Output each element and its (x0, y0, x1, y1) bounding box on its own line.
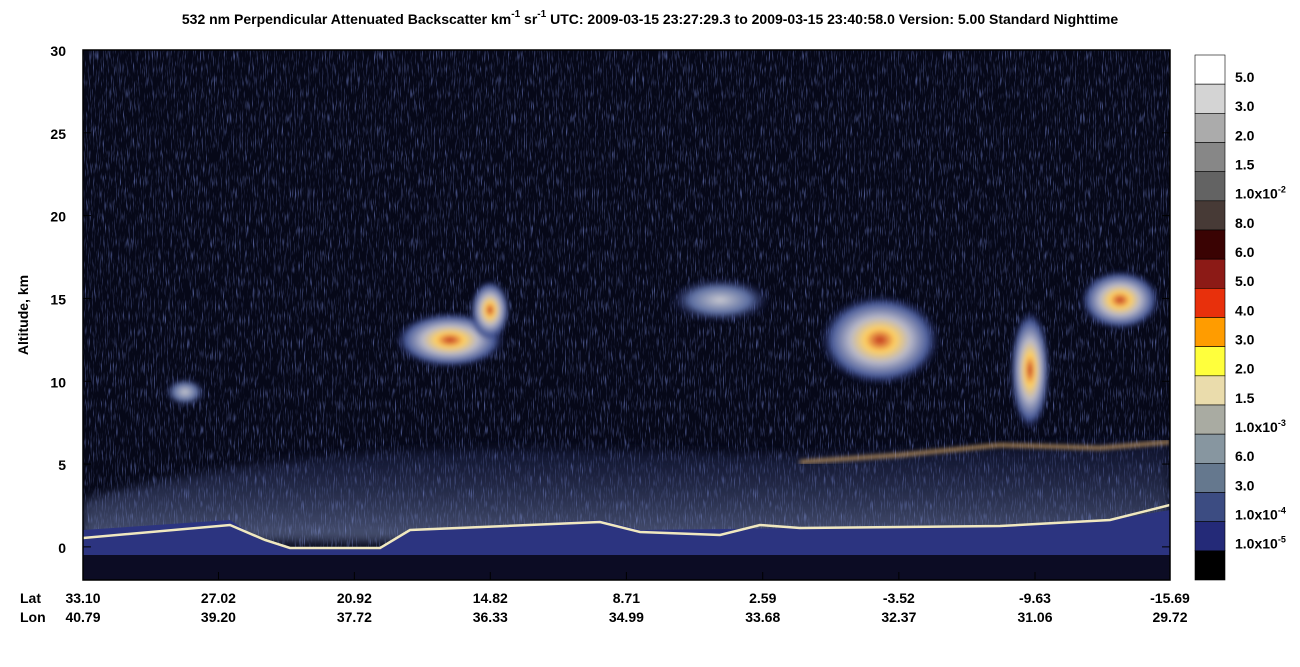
colorbar-box (1194, 550, 1226, 581)
title-part: sr (520, 11, 538, 27)
colorbar-label-text: 1.0x10 (1235, 507, 1278, 523)
y-tick-label: 10 (50, 374, 66, 390)
colorbar-label-text: 1.5 (1235, 390, 1255, 406)
lat-tick-label: 2.59 (749, 590, 776, 606)
colorbar-box (1194, 346, 1226, 377)
lon-tick-label: 40.79 (65, 609, 100, 625)
colorbar-box (1194, 171, 1226, 202)
colorbar-label-text: 1.0x10 (1235, 419, 1278, 435)
y-axis-label: Altitude, km (15, 275, 31, 355)
colorbar-label: 1.0x10-5 (1235, 535, 1286, 552)
lon-tick-label: 34.99 (609, 609, 644, 625)
lon-tick-label: 32.37 (881, 609, 916, 625)
y-tick-label: 30 (50, 43, 66, 59)
colorbar-label: 1.0x10-3 (1235, 418, 1286, 435)
colorbar-label-text: 5.0 (1235, 273, 1255, 289)
colorbar-label: 3.0 (1235, 98, 1255, 114)
colorbar-label: 6.0 (1235, 244, 1255, 260)
colorbar-label-text: 5.0 (1235, 69, 1255, 85)
lat-tick-label: -3.52 (883, 590, 915, 606)
colorbar-label: 1.5 (1235, 390, 1255, 406)
y-tick-label: 0 (58, 540, 66, 556)
colorbar-label-text: 3.0 (1235, 98, 1255, 114)
colorbar-label: 8.0 (1235, 215, 1255, 231)
x-row-label: Lat (20, 590, 41, 606)
lat-tick-label: 20.92 (337, 590, 372, 606)
lat-tick-label: -15.69 (1150, 590, 1190, 606)
colorbar-label: 1.0x10-2 (1235, 185, 1286, 202)
colorbar-label: 6.0 (1235, 448, 1255, 464)
colorbar-box (1194, 375, 1226, 406)
colorbar-box (1194, 288, 1226, 318)
colorbar-label: 1.5 (1235, 157, 1255, 173)
colorbar-box (1194, 142, 1226, 172)
colorbar-label-exp: -2 (1278, 185, 1286, 195)
colorbar-label-exp: -3 (1278, 418, 1286, 428)
colorbar-box (1194, 200, 1226, 231)
colorbar-label: 4.0 (1235, 302, 1255, 318)
lat-tick-label: 27.02 (201, 590, 236, 606)
colorbar-label: 1.0x10-4 (1235, 506, 1286, 523)
colorbar-box (1194, 317, 1226, 347)
colorbar-label-text: 1.0x10 (1235, 186, 1278, 202)
colorbar-label-text: 2.0 (1235, 127, 1255, 143)
title-part: UTC: 2009-03-15 23:27:29.3 to 2009-03-15… (546, 11, 1118, 27)
y-tick-label: 25 (50, 126, 66, 142)
title-superscript: -1 (537, 9, 546, 20)
colorbar-box (1194, 229, 1226, 260)
colorbar-label-text: 1.5 (1235, 157, 1255, 173)
colorbar-label-text: 6.0 (1235, 244, 1255, 260)
colorbar-label-text: 4.0 (1235, 302, 1255, 318)
lat-tick-label: 33.10 (65, 590, 100, 606)
colorbar-label: 3.0 (1235, 477, 1255, 493)
colorbar-box (1194, 521, 1226, 552)
colorbar-label: 5.0 (1235, 69, 1255, 85)
y-tick-label: 20 (50, 209, 66, 225)
colorbar-label-exp: -5 (1278, 535, 1286, 545)
colorbar-label-text: 2.0 (1235, 361, 1255, 377)
x-row-label: Lon (20, 609, 46, 625)
colorbar-label: 3.0 (1235, 332, 1255, 348)
title-part: 532 nm Perpendicular Attenuated Backscat… (182, 11, 511, 27)
lon-tick-label: 29.72 (1152, 609, 1187, 625)
colorbar-box (1194, 404, 1226, 435)
colorbar-box (1194, 83, 1226, 114)
backscatter-image (83, 50, 1170, 580)
y-tick-label: 15 (50, 291, 66, 307)
colorbar-box (1194, 433, 1226, 464)
lon-tick-label: 31.06 (1017, 609, 1052, 625)
y-tick-label: 5 (58, 457, 66, 473)
colorbar-box (1194, 463, 1226, 493)
colorbar-label-text: 8.0 (1235, 215, 1255, 231)
colorbar-box (1194, 54, 1226, 85)
lat-tick-label: -9.63 (1019, 590, 1051, 606)
colorbar-label-text: 3.0 (1235, 477, 1255, 493)
lon-tick-label: 36.33 (473, 609, 508, 625)
lat-tick-label: 14.82 (473, 590, 508, 606)
colorbar-box (1194, 492, 1226, 522)
lon-tick-label: 37.72 (337, 609, 372, 625)
colorbar-label: 2.0 (1235, 127, 1255, 143)
colorbar-box (1194, 113, 1226, 143)
lon-tick-label: 33.68 (745, 609, 780, 625)
lon-tick-label: 39.20 (201, 609, 236, 625)
colorbar-label-text: 3.0 (1235, 332, 1255, 348)
colorbar-label: 2.0 (1235, 361, 1255, 377)
lat-tick-label: 8.71 (613, 590, 640, 606)
title-superscript: -1 (511, 9, 520, 20)
colorbar-label-text: 6.0 (1235, 448, 1255, 464)
colorbar-label: 5.0 (1235, 273, 1255, 289)
colorbar-box (1194, 258, 1226, 289)
chart-title: 532 nm Perpendicular Attenuated Backscat… (182, 9, 1118, 27)
colorbar-label-text: 1.0x10 (1235, 536, 1278, 552)
colorbar-label-exp: -4 (1278, 506, 1286, 516)
